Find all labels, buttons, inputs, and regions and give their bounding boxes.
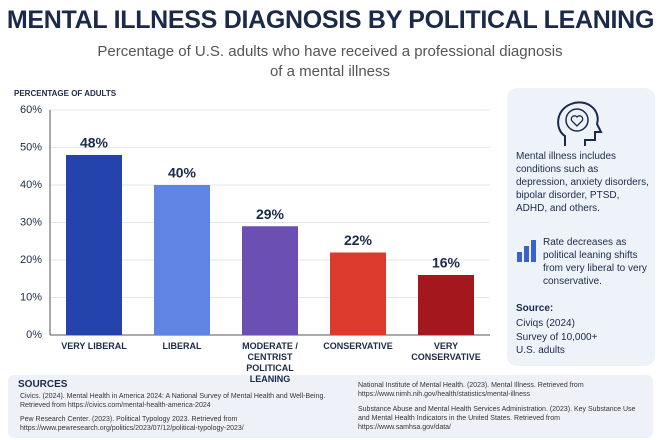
source-item: Substance Abuse and Mental Health Servic… (358, 406, 636, 431)
y-tick-label: 60% (20, 104, 42, 116)
x-tick-label: VERY CONSERVATIVE (411, 341, 481, 362)
bar (330, 252, 386, 335)
y-tick-label: 20% (20, 254, 42, 266)
value-label: 22% (344, 232, 373, 248)
chart-subtitle: Percentage of U.S. adults who have recei… (97, 43, 563, 80)
value-label: 16% (432, 255, 461, 271)
source-item: Pew Research Center. (2023). Political T… (20, 416, 244, 432)
sources-box: SOURCES Civics. (2024). Mental Health in… (8, 375, 653, 438)
bar-icon (517, 240, 536, 262)
x-tick-label: LIBERAL (162, 341, 202, 351)
y-tick-label: 0% (26, 329, 42, 341)
source-item: National Institute of Mental Health. (20… (358, 382, 584, 398)
chart: 0% 10% 20% 30% 40% 50% 60% 48% 40% 29% 22% 16% (20, 104, 490, 341)
x-tick-label: MODERATE / CENTRIST POLITICAL LEANING (242, 341, 298, 384)
value-label: 48% (80, 135, 109, 151)
survey-text: Survey of 10,000+ U.S. adults (516, 332, 598, 356)
chart-title: MENTAL ILLNESS DIAGNOSIS BY POLITICAL LE… (6, 6, 655, 34)
y-tick-label: 50% (20, 141, 42, 153)
source-item: Civics. (2024). Mental Health in America… (20, 393, 326, 409)
brain-icon (557, 101, 603, 146)
x-tick-label: CONSERVATIVE (323, 341, 393, 351)
bar (418, 275, 474, 335)
source-heading: Source: (516, 303, 554, 314)
y-tick-label: 40% (20, 179, 42, 191)
bar (242, 226, 298, 335)
x-tick-label: VERY LIBERAL (61, 341, 127, 351)
value-label: 29% (256, 206, 285, 222)
bar (154, 185, 210, 335)
value-label: 40% (168, 165, 197, 181)
trend-text: Rate decreases as political leaning shif… (543, 237, 647, 287)
side-panel: Mental illness includes conditions such … (507, 88, 655, 366)
y-tick-label: 10% (20, 291, 42, 303)
bar (66, 155, 122, 335)
sources-heading: SOURCES (18, 379, 68, 390)
source-text: Civiqs (2024) (516, 318, 575, 329)
y-axis-label: PERCENTAGE OF ADULTS (14, 89, 117, 98)
definition-text: Mental illness includes conditions such … (516, 151, 649, 214)
y-tick-label: 30% (20, 216, 42, 228)
